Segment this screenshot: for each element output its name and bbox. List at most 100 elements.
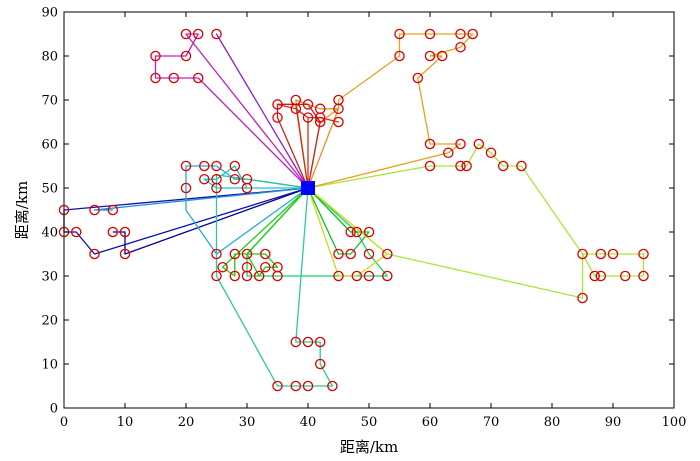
x-tick-label: 30 <box>239 415 256 430</box>
y-tick-label: 30 <box>41 270 58 285</box>
customer-point <box>424 160 436 172</box>
customer-point <box>229 248 241 260</box>
customer-point <box>638 270 649 282</box>
customer-point <box>302 99 314 110</box>
customer-point <box>424 50 436 62</box>
customer-point <box>455 41 466 53</box>
route-line-2 <box>63 187 309 255</box>
customer-point <box>211 182 222 194</box>
x-tick-label: 50 <box>361 415 378 430</box>
customer-point <box>180 28 192 40</box>
y-axis-label: 距离/km <box>13 181 31 239</box>
customer-point <box>345 226 356 238</box>
customer-point <box>180 50 192 62</box>
ticks-layer: 0 10 20 30 40 50 60 70 80 90 100 0 10 20 30 40 50 60 70 80 9… <box>41 6 686 431</box>
y-tick-label: 70 <box>41 94 58 109</box>
customer-point <box>333 116 344 128</box>
y-tick-label: 40 <box>41 226 58 241</box>
customer-point <box>473 138 485 150</box>
customer-point <box>314 116 326 128</box>
y-tick-label: 20 <box>41 314 58 329</box>
customer-point <box>241 270 253 282</box>
x-tick-label: 10 <box>117 415 134 430</box>
customer-point <box>119 226 131 238</box>
customer-point <box>461 160 472 172</box>
x-tick-label: 0 <box>60 415 68 430</box>
customer-point <box>382 248 393 260</box>
x-tick-label: 90 <box>605 415 622 430</box>
customer-point <box>192 28 204 40</box>
y-tick-label: 0 <box>50 402 58 417</box>
customer-point <box>424 138 436 150</box>
customer-point <box>314 336 326 348</box>
customer-point <box>290 336 302 348</box>
customer-point <box>229 173 241 185</box>
customer-point <box>272 380 283 392</box>
route-line-17 <box>215 33 309 189</box>
depot-layer <box>301 181 315 195</box>
customer-point <box>192 72 204 84</box>
customer-point <box>253 270 265 282</box>
route-line-11 <box>307 187 388 277</box>
customer-point <box>180 160 192 172</box>
x-tick-label: 20 <box>178 415 195 430</box>
customer-point <box>443 147 454 159</box>
customer-point <box>333 270 344 282</box>
customer-point <box>638 248 649 260</box>
customer-point <box>394 28 405 40</box>
customer-point <box>217 261 228 273</box>
route-line-15 <box>276 103 321 189</box>
customer-point <box>351 226 363 238</box>
customer-point <box>150 72 161 84</box>
customer-point <box>436 50 448 62</box>
customer-point <box>290 380 302 392</box>
x-tick-label: 80 <box>544 415 561 430</box>
customer-point <box>229 270 241 282</box>
customer-point <box>302 380 314 392</box>
customer-point <box>302 336 314 348</box>
customer-point <box>241 248 253 260</box>
route-line-4 <box>185 165 309 255</box>
customer-point <box>211 248 222 260</box>
customer-point <box>345 248 356 260</box>
x-tick-label: 60 <box>422 415 439 430</box>
route-line-14 <box>276 103 340 189</box>
customer-point <box>333 103 344 115</box>
customer-point <box>199 160 210 172</box>
customer-point <box>455 160 466 172</box>
customer-point <box>241 182 253 194</box>
y-tick-label: 60 <box>41 138 58 153</box>
customer-point <box>211 160 222 172</box>
customer-point <box>516 160 527 172</box>
x-tick-label: 70 <box>483 415 500 430</box>
customer-point <box>229 160 241 172</box>
customer-point <box>327 380 338 392</box>
customer-point <box>333 248 344 260</box>
customer-point <box>119 248 131 260</box>
customer-point <box>394 50 405 62</box>
x-tick-label: 100 <box>662 415 687 430</box>
customer-point <box>363 270 375 282</box>
customers-layer <box>58 28 649 392</box>
customer-point <box>351 270 363 282</box>
route-line-9 <box>221 187 309 277</box>
x-tick-label: 40 <box>300 415 317 430</box>
customer-point <box>455 138 466 150</box>
customer-point <box>595 270 607 282</box>
customer-point <box>302 112 314 123</box>
customer-point <box>595 248 607 260</box>
customer-point <box>577 292 588 304</box>
customer-point <box>412 72 424 84</box>
route-line-16 <box>154 33 309 189</box>
y-tick-label: 80 <box>41 50 58 65</box>
customer-point <box>363 248 375 260</box>
x-axis-label: 距离/km <box>340 438 398 456</box>
customer-point <box>619 270 631 282</box>
customer-point <box>314 358 326 370</box>
customer-point <box>168 72 180 84</box>
customer-point <box>89 248 100 260</box>
customer-point <box>290 103 302 115</box>
customer-point <box>363 226 375 238</box>
customer-point <box>382 270 393 282</box>
routes-layer <box>63 33 645 387</box>
